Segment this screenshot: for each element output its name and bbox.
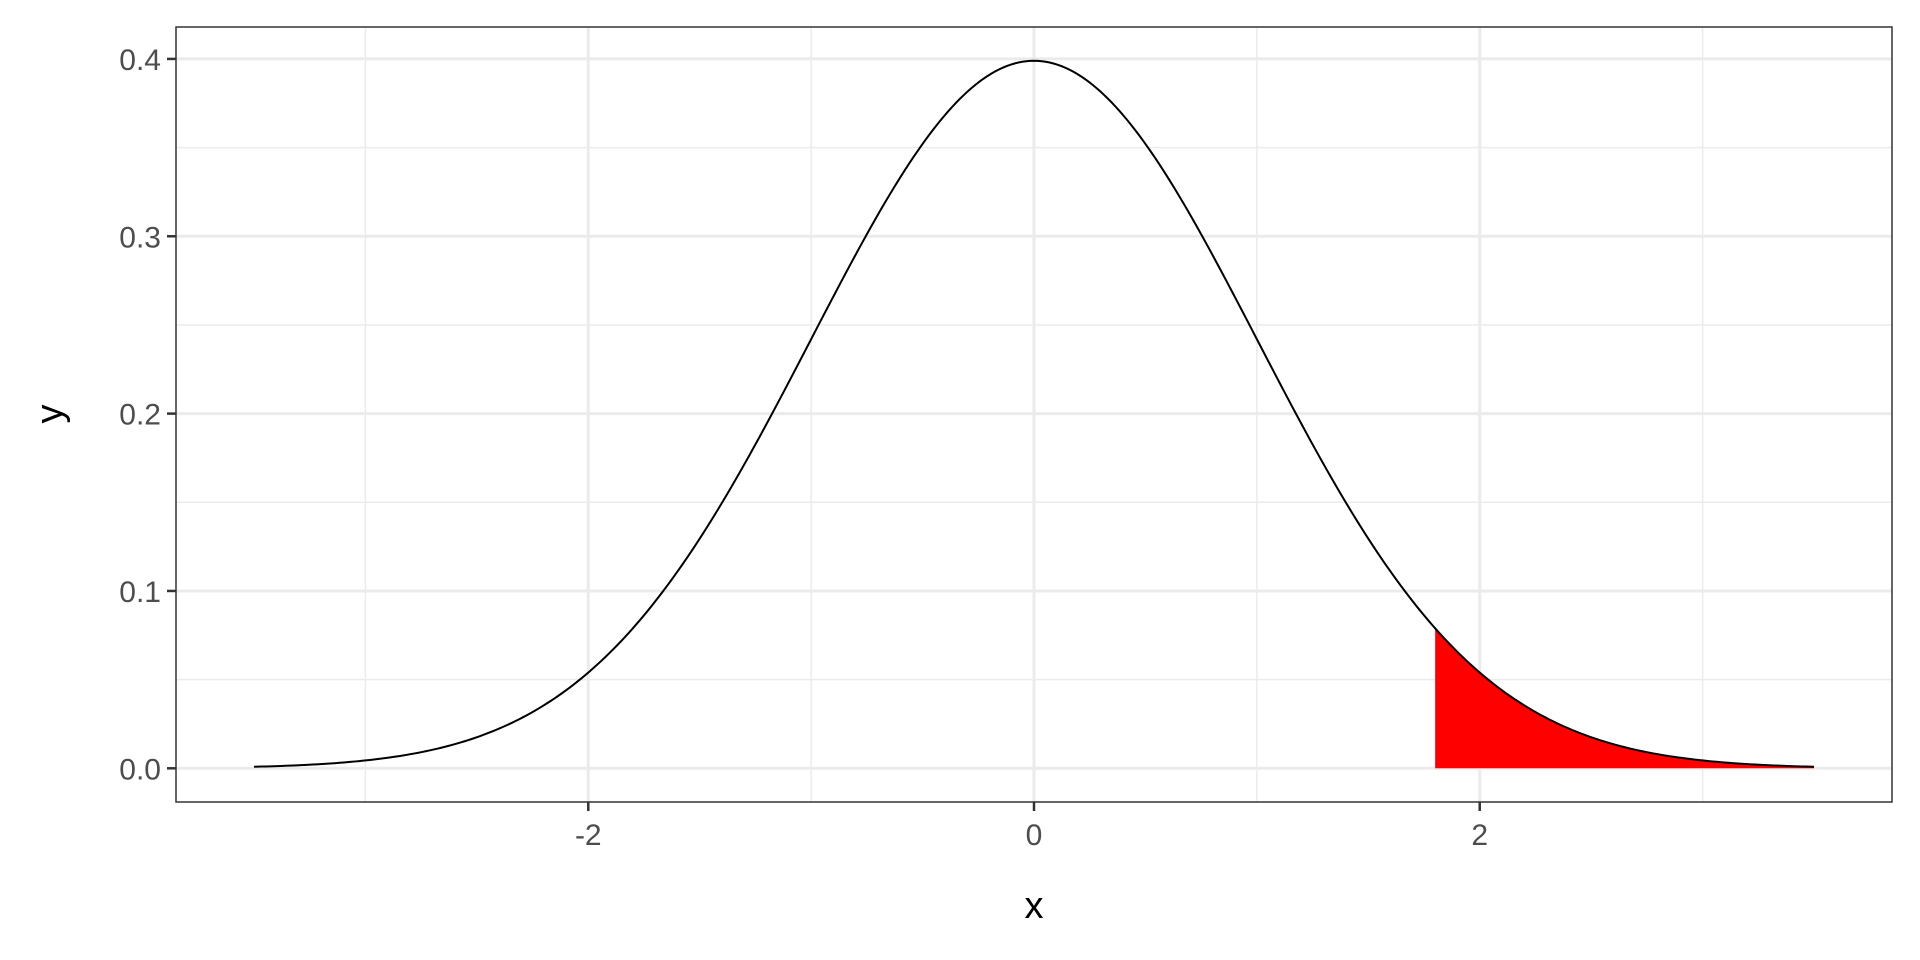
y-tick-label: 0.0 [119, 753, 161, 786]
x-axis-title: x [1025, 885, 1044, 927]
grid-lines [176, 27, 1892, 802]
y-tick-label: 0.4 [119, 44, 161, 77]
x-tick-label: 2 [1471, 819, 1488, 852]
shaded-tail-area [1435, 628, 1814, 769]
density-curve [253, 59, 1815, 768]
y-tick-label: 0.2 [119, 399, 161, 432]
y-tick-label: 0.1 [119, 576, 161, 609]
x-tick-label: 0 [1026, 819, 1043, 852]
y-axis-title: y [29, 405, 71, 424]
x-tick-label: -2 [575, 819, 602, 852]
y-axis-ticks: 0.0 0.1 0.2 0.3 0.4 [119, 44, 176, 786]
x-axis-ticks: -2 0 2 [575, 802, 1488, 852]
y-tick-label: 0.3 [119, 221, 161, 254]
